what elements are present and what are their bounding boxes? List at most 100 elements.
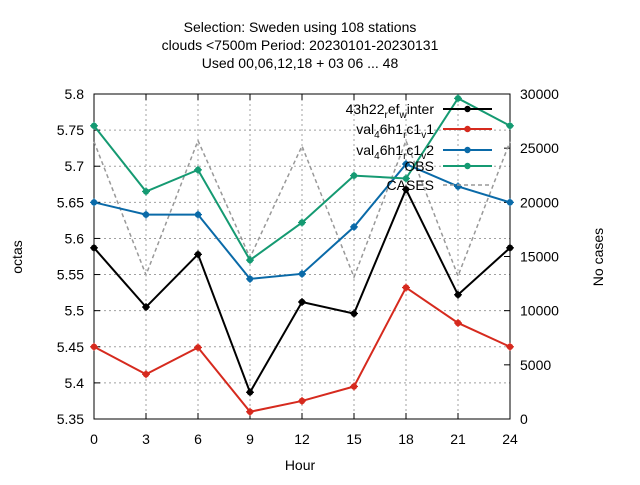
legend-label-part: c1 <box>406 121 421 137</box>
series-point <box>454 318 462 327</box>
series-point <box>350 382 358 391</box>
legend-label-text: val <box>356 121 374 137</box>
y2-tick-label: 15000 <box>520 249 559 265</box>
series <box>90 94 514 416</box>
series-line-4 <box>93 138 511 280</box>
legend-label-part: c1 <box>406 142 421 158</box>
series-point <box>506 342 514 351</box>
series-point <box>142 187 150 196</box>
series-point <box>194 343 202 352</box>
legend-label: CASES <box>387 177 434 193</box>
series-point <box>298 298 306 306</box>
y2-axis-label: No cases <box>590 228 606 286</box>
legend-label: val46h1rc1v2 <box>356 142 434 162</box>
series-point <box>454 94 462 103</box>
series-point <box>298 269 306 278</box>
series-point <box>350 309 358 318</box>
legend-label-text: OBS <box>404 158 434 174</box>
y2-tick-label: 20000 <box>520 194 559 210</box>
series-point <box>90 198 98 207</box>
legend-marker <box>464 162 471 170</box>
series-point <box>506 198 514 207</box>
series-point <box>298 218 306 227</box>
series-point <box>402 160 410 169</box>
x-tick-label: 12 <box>294 431 310 447</box>
series-point <box>90 342 98 351</box>
series-point <box>506 243 514 252</box>
x-axis-label: Hour <box>285 457 316 473</box>
legend-marker <box>464 105 471 113</box>
y-tick-label: 5.7 <box>65 158 85 174</box>
series-point <box>194 250 202 259</box>
legend-label: 43h22refwinter <box>346 101 435 121</box>
series-point <box>142 210 150 219</box>
legend-label-part: 4 <box>374 130 380 141</box>
series-point <box>194 165 202 174</box>
y2-tick-label: 0 <box>520 411 528 427</box>
series-point <box>454 182 462 191</box>
series-point <box>298 396 306 405</box>
legend-label-part: 6h1 <box>380 142 404 158</box>
legend-label-part: r <box>385 110 389 121</box>
title-line: Used 00,06,12,18 + 03 06 ... 48 <box>202 55 399 71</box>
grid <box>94 94 510 419</box>
legend-label-text: 43h22 <box>346 101 385 117</box>
series-point <box>402 174 410 183</box>
y-tick-label: 5.45 <box>57 339 84 355</box>
legend-label-part: inter <box>407 101 435 117</box>
y-axis-label: octas <box>9 240 25 273</box>
axes: 5.35 5.4 5.45 5.5 5.55 5.6 5.65 5.7 5.75 5.8 0 5000… <box>57 86 559 447</box>
legend-label-part: v <box>421 130 426 141</box>
series-point <box>350 222 358 231</box>
legend-label-part: r <box>403 130 407 141</box>
legend-label-part: v <box>421 151 426 162</box>
series-point <box>506 121 514 130</box>
x-tick-label: 0 <box>90 431 98 447</box>
x-tick-label: 21 <box>450 431 466 447</box>
y2-tick-label: 30000 <box>520 86 559 102</box>
series-point <box>142 303 150 312</box>
series-point <box>246 274 254 283</box>
legend: 43h22refwinterval46h1rc1v1val46h1rc1v2OB… <box>346 101 492 193</box>
x-tick-label: 3 <box>142 431 150 447</box>
title-line: clouds <7500m Period: 20230101-20230131 <box>162 37 439 53</box>
legend-label: OBS <box>404 158 434 174</box>
legend-label-text: CASES <box>387 177 434 193</box>
legend-label-part: 6h1 <box>380 121 404 137</box>
x-tick-label: 9 <box>246 431 254 447</box>
series-point <box>90 121 98 130</box>
x-tick-label: 15 <box>346 431 362 447</box>
y-tick-label: 5.5 <box>65 303 85 319</box>
x-tick-label: 24 <box>502 431 518 447</box>
series-point <box>402 185 410 194</box>
series-point <box>246 256 254 265</box>
legend-label-part: r <box>403 151 407 162</box>
legend-label-text: val <box>356 142 374 158</box>
series-point <box>402 283 410 292</box>
series-point <box>194 210 202 219</box>
y-tick-label: 5.6 <box>65 230 85 246</box>
y-tick-label: 5.55 <box>57 267 84 283</box>
y2-tick-label: 10000 <box>520 303 559 319</box>
legend-label: val46h1rc1v1 <box>356 121 434 141</box>
y-tick-label: 5.8 <box>65 86 85 102</box>
series-point <box>454 290 462 299</box>
y-tick-label: 5.65 <box>57 194 84 210</box>
x-tick-label: 6 <box>194 431 202 447</box>
legend-marker <box>464 125 471 133</box>
series-point <box>246 407 254 416</box>
x-tick-label: 18 <box>398 431 414 447</box>
legend-label-part: w <box>399 110 408 121</box>
legend-label-part: 1 <box>426 121 434 137</box>
y2-tick-label: 25000 <box>520 140 559 156</box>
series-point <box>142 370 150 379</box>
legend-label-part: ef <box>388 101 400 117</box>
y2-tick-label: 5000 <box>520 357 551 373</box>
title-line: Selection: Sweden using 108 stations <box>184 19 417 35</box>
series-point <box>246 388 254 397</box>
chart-title: Selection: Sweden using 108 stations clou… <box>162 19 439 71</box>
y-tick-label: 5.4 <box>65 375 85 391</box>
y-tick-label: 5.35 <box>57 411 84 427</box>
